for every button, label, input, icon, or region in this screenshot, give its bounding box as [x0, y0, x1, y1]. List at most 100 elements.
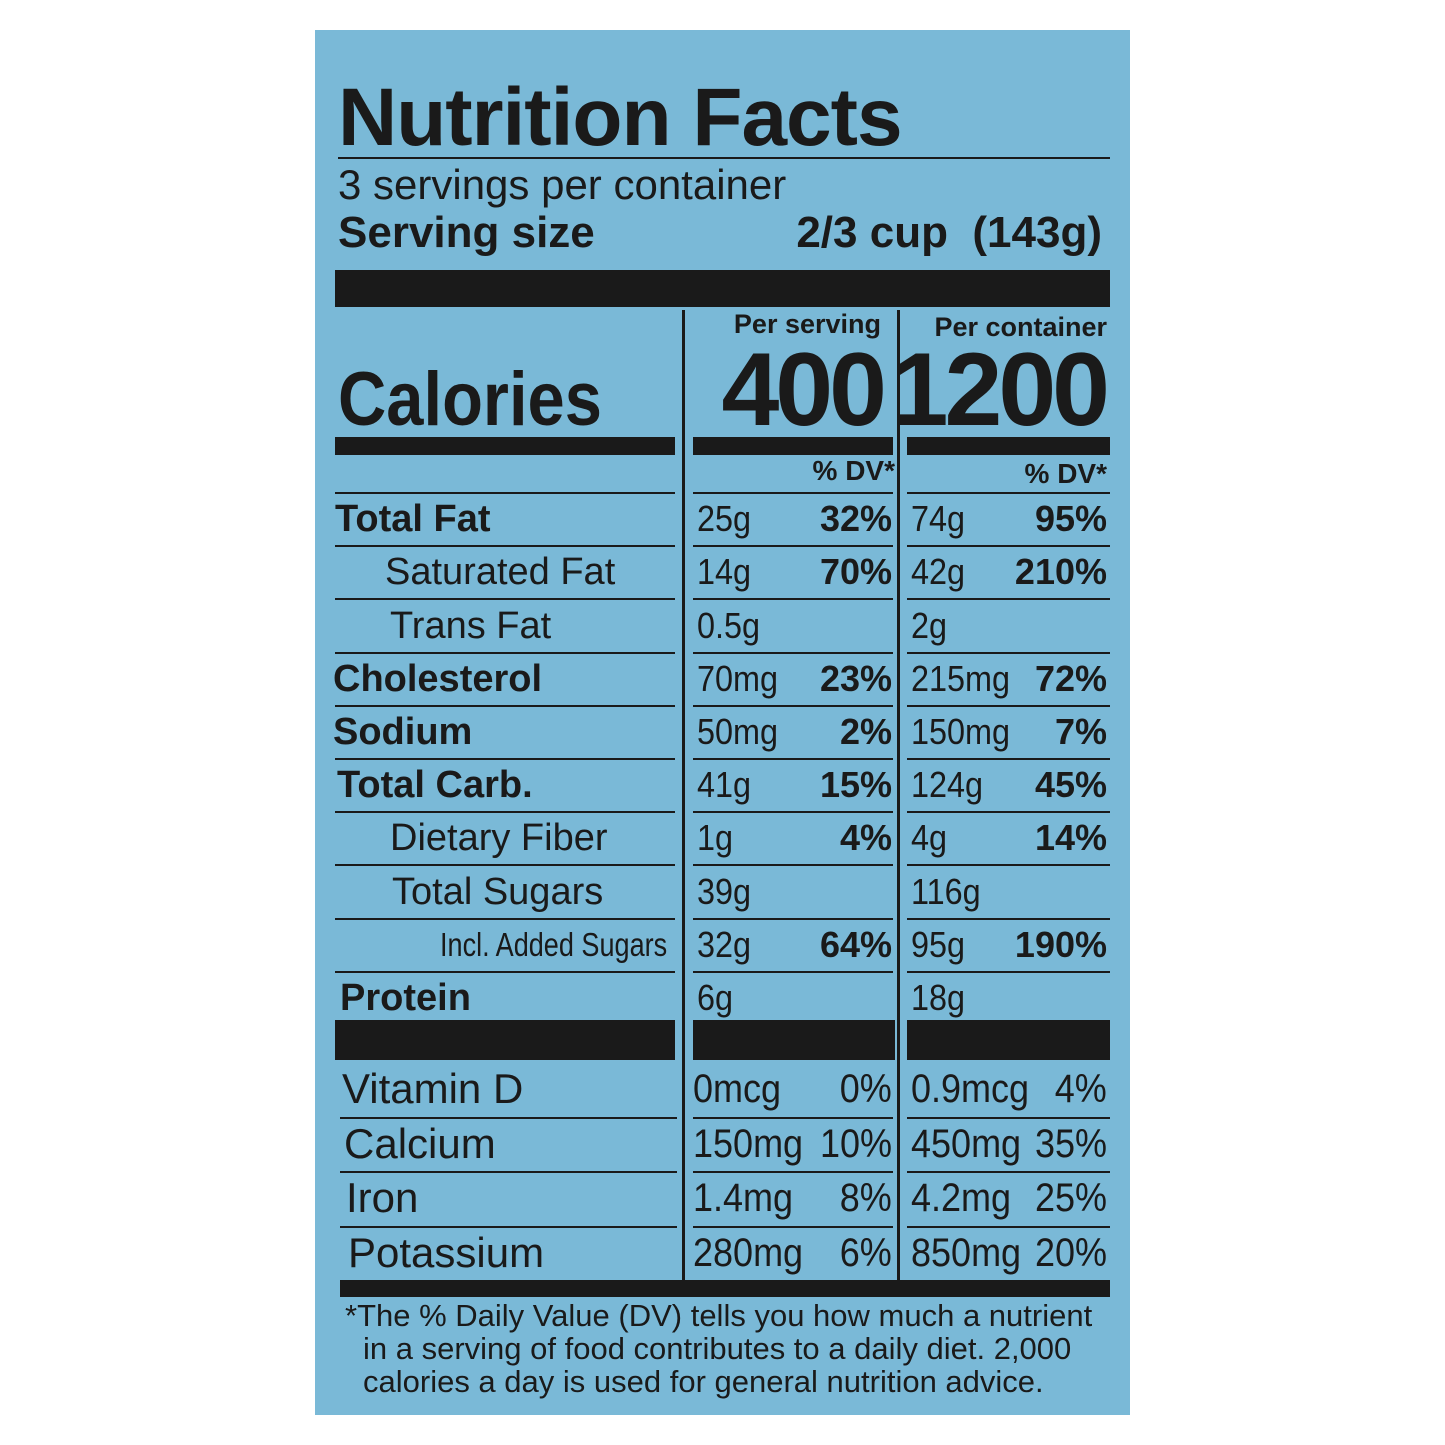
- rule: [335, 704, 675, 707]
- amount: 18g: [911, 977, 966, 1019]
- rule: [693, 545, 893, 548]
- daily-value: 210%: [1014, 551, 1107, 593]
- rule: [907, 864, 1110, 867]
- daily-value: 32%: [819, 498, 892, 540]
- rule: [335, 917, 675, 920]
- nutrient-label: Sodium: [333, 711, 473, 754]
- daily-value: 35%: [1034, 1121, 1107, 1166]
- rule: [338, 157, 1110, 159]
- nutrient-label: Dietary Fiber: [390, 817, 608, 860]
- rule: [907, 970, 1110, 973]
- daily-value: 10%: [819, 1121, 892, 1166]
- footnote: calories a day is used for general nutri…: [363, 1363, 1044, 1399]
- amount: 32g: [697, 923, 752, 965]
- rule: [335, 492, 675, 494]
- column-header: Per serving: [733, 308, 881, 339]
- daily-value: 64%: [819, 923, 892, 965]
- amount: 124g: [911, 764, 984, 806]
- rule: [335, 1020, 675, 1060]
- daily-value: 8%: [839, 1176, 892, 1221]
- amount: 280mg: [693, 1230, 804, 1275]
- daily-value: 20%: [1034, 1230, 1107, 1275]
- serving-size-label: Serving size: [338, 208, 595, 258]
- nutrient-label: Trans Fat: [390, 604, 552, 647]
- rule: [340, 1225, 677, 1228]
- label-panel: [315, 30, 1130, 1415]
- nutrient-label: Incl. Added Sugars: [440, 926, 668, 964]
- daily-value: 72%: [1034, 657, 1107, 699]
- daily-value: 25%: [1034, 1176, 1107, 1221]
- rule: [682, 310, 685, 1280]
- nutrient-label: Total Sugars: [392, 870, 604, 913]
- amount: 150mg: [693, 1121, 804, 1166]
- daily-value: 23%: [819, 657, 892, 699]
- vitamin-label: Vitamin D: [342, 1065, 524, 1113]
- calories-label: Calories: [338, 357, 602, 443]
- rule: [340, 1171, 677, 1173]
- daily-value: 2%: [839, 711, 892, 753]
- amount: 14g: [697, 551, 752, 593]
- amount: 42g: [911, 551, 966, 593]
- rule: [335, 651, 675, 654]
- amount: 70mg: [697, 657, 779, 699]
- nutrient-label: Total Carb.: [337, 764, 533, 807]
- rule: [693, 598, 893, 601]
- rule: [340, 1280, 1110, 1297]
- daily-value: 14%: [1034, 817, 1107, 859]
- title: Nutrition Facts: [338, 72, 903, 164]
- daily-value: 70%: [819, 551, 892, 593]
- rule: [907, 1225, 1110, 1228]
- rule: [907, 758, 1110, 760]
- rule: [693, 811, 893, 814]
- serving-size-value: 2/3 cup (143g): [796, 208, 1102, 258]
- rule: [340, 1116, 677, 1119]
- rule: [335, 437, 675, 455]
- amount: 39g: [697, 870, 752, 912]
- amount: 2g: [911, 604, 948, 646]
- amount: 0.5g: [697, 604, 761, 646]
- amount: 4g: [911, 817, 948, 859]
- daily-value: 7%: [1054, 711, 1107, 753]
- amount: 6g: [697, 977, 734, 1019]
- rule: [907, 651, 1110, 654]
- rule: [693, 1171, 893, 1173]
- rule: [907, 704, 1110, 707]
- daily-value: 15%: [819, 764, 892, 806]
- amount: 41g: [697, 764, 752, 806]
- rule: [693, 437, 893, 455]
- column-header: Per container: [934, 311, 1107, 342]
- amount: 50mg: [697, 711, 779, 753]
- daily-value: 190%: [1014, 923, 1107, 965]
- rule: [693, 1116, 893, 1119]
- rule: [335, 864, 675, 867]
- calories-value: 400: [721, 331, 887, 448]
- amount: 850mg: [911, 1230, 1022, 1275]
- calories-value: 1200: [890, 331, 1110, 448]
- rule: [907, 437, 1110, 455]
- daily-value: 0%: [839, 1067, 892, 1112]
- rule: [335, 758, 675, 760]
- rule: [335, 811, 675, 814]
- rule: [897, 310, 900, 1280]
- rule: [693, 758, 893, 760]
- dv-header: % DV*: [1024, 458, 1107, 490]
- rule: [335, 270, 1110, 307]
- daily-value: 6%: [839, 1230, 892, 1275]
- rule: [693, 651, 893, 654]
- amount: 25g: [697, 498, 752, 540]
- rule: [907, 1116, 1110, 1119]
- amount: 4.2mg: [911, 1176, 1012, 1221]
- rule: [693, 864, 893, 867]
- nutrient-label: Cholesterol: [333, 657, 543, 700]
- rule: [907, 492, 1110, 494]
- footnote: *The % Daily Value (DV) tells you how mu…: [345, 1297, 1093, 1333]
- vitamin-label: Calcium: [344, 1119, 496, 1167]
- rule: [693, 917, 893, 920]
- daily-value: 4%: [1054, 1067, 1107, 1112]
- rule: [693, 492, 893, 494]
- nutrient-label: Protein: [340, 977, 471, 1020]
- daily-value: 45%: [1034, 764, 1107, 806]
- amount: 74g: [911, 498, 966, 540]
- rule: [907, 811, 1110, 814]
